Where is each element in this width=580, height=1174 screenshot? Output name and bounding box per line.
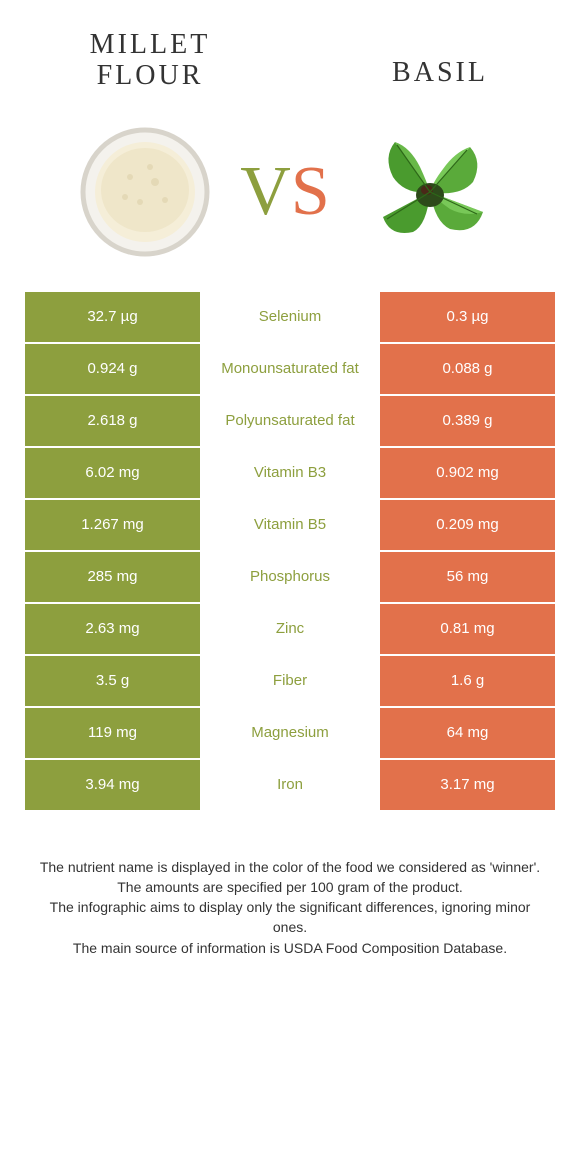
footer-line: The main source of information is USDA F… (35, 938, 545, 958)
nutrient-label: Iron (200, 760, 380, 810)
value-left: 32.7 µg (25, 292, 200, 342)
value-right: 0.902 mg (380, 448, 555, 498)
value-left: 0.924 g (25, 344, 200, 394)
value-right: 0.209 mg (380, 500, 555, 550)
footer-line: The nutrient name is displayed in the co… (35, 857, 545, 877)
food-title-left: Millet flour (50, 30, 250, 92)
nutrient-label: Polyunsaturated fat (200, 396, 380, 446)
table-row: 32.7 µgSelenium0.3 µg (25, 292, 555, 342)
basil-icon (355, 117, 505, 267)
table-row: 285 mgPhosphorus56 mg (25, 552, 555, 602)
value-left: 2.63 mg (25, 604, 200, 654)
millet-flour-icon (75, 122, 215, 262)
table-row: 119 mgMagnesium64 mg (25, 708, 555, 758)
nutrient-label: Zinc (200, 604, 380, 654)
vs-label: VS (240, 152, 330, 232)
nutrient-label: Vitamin B5 (200, 500, 380, 550)
value-left: 1.267 mg (25, 500, 200, 550)
value-right: 64 mg (380, 708, 555, 758)
nutrient-label: Phosphorus (200, 552, 380, 602)
table-row: 6.02 mgVitamin B30.902 mg (25, 448, 555, 498)
footer-line: The amounts are specified per 100 gram o… (35, 877, 545, 897)
value-right: 0.81 mg (380, 604, 555, 654)
table-row: 0.924 gMonounsaturated fat0.088 g (25, 344, 555, 394)
footer-line: The infographic aims to display only the… (35, 897, 545, 938)
header: Millet flour Basil (0, 0, 580, 102)
value-left: 285 mg (25, 552, 200, 602)
footer-notes: The nutrient name is displayed in the co… (0, 812, 580, 978)
nutrient-label: Fiber (200, 656, 380, 706)
food-title-right: Basil (350, 58, 530, 89)
value-left: 3.94 mg (25, 760, 200, 810)
value-right: 0.3 µg (380, 292, 555, 342)
vs-letter-v: V (240, 152, 291, 232)
value-right: 3.17 mg (380, 760, 555, 810)
value-right: 0.088 g (380, 344, 555, 394)
nutrient-label: Selenium (200, 292, 380, 342)
value-left: 119 mg (25, 708, 200, 758)
vs-row: VS (0, 117, 580, 267)
nutrient-table: 32.7 µgSelenium0.3 µg0.924 gMonounsatura… (0, 292, 580, 810)
table-row: 2.618 gPolyunsaturated fat0.389 g (25, 396, 555, 446)
table-row: 1.267 mgVitamin B50.209 mg (25, 500, 555, 550)
table-row: 2.63 mgZinc0.81 mg (25, 604, 555, 654)
nutrient-label: Magnesium (200, 708, 380, 758)
value-right: 0.389 g (380, 396, 555, 446)
value-left: 6.02 mg (25, 448, 200, 498)
value-right: 1.6 g (380, 656, 555, 706)
nutrient-label: Vitamin B3 (200, 448, 380, 498)
value-right: 56 mg (380, 552, 555, 602)
value-left: 3.5 g (25, 656, 200, 706)
nutrient-label: Monounsaturated fat (200, 344, 380, 394)
table-row: 3.5 gFiber1.6 g (25, 656, 555, 706)
vs-letter-s: S (291, 152, 330, 232)
table-row: 3.94 mgIron3.17 mg (25, 760, 555, 810)
value-left: 2.618 g (25, 396, 200, 446)
